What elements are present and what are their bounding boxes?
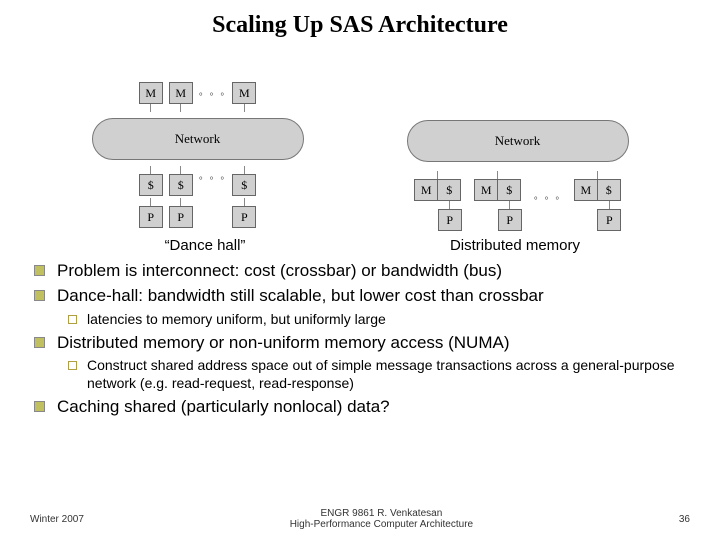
dots: ° ° ° [199, 92, 227, 103]
page-number: 36 [679, 514, 690, 525]
footer: Winter 2007 ENGR 9861 R. Venkatesan High… [30, 508, 690, 530]
network-oval: Network [407, 120, 629, 162]
footer-center-2: High-Performance Computer Architecture [84, 519, 679, 530]
m-box: M [139, 82, 163, 104]
diagram-label-left: “Dance hall” [65, 237, 345, 254]
diagram-area: M M ° ° ° M Network $ $ ° ° ° $ P P ° ° … [40, 49, 680, 231]
slide-title: Scaling Up SAS Architecture [30, 12, 690, 39]
sub-bullet-text: Construct shared address space out of si… [87, 357, 690, 392]
diagram-label-right: Distributed memory [375, 237, 655, 254]
m-box: M [414, 179, 438, 201]
footer-left: Winter 2007 [30, 514, 84, 525]
bullet-icon [34, 290, 45, 301]
p-box: P [139, 206, 163, 228]
bullet-icon [34, 265, 45, 276]
bullet-text: Problem is interconnect: cost (crossbar)… [57, 260, 502, 281]
diagram-dancehall: M M ° ° ° M Network $ $ ° ° ° $ P P ° ° … [92, 79, 304, 231]
m-box: M [169, 82, 193, 104]
sub-bullet-icon [68, 315, 77, 324]
sub-bullet-text: latencies to memory uniform, but uniform… [87, 311, 386, 329]
dots: ° ° ° [199, 176, 227, 187]
s-box: $ [437, 179, 461, 201]
p-box: P [232, 206, 256, 228]
p-box: P [169, 206, 193, 228]
dots: ° ° ° [534, 196, 562, 207]
s-box: $ [139, 174, 163, 196]
bullet-text: Distributed memory or non-uniform memory… [57, 332, 510, 353]
s-box: $ [232, 174, 256, 196]
bullet-icon [34, 337, 45, 348]
s-box: $ [497, 179, 521, 201]
network-oval: Network [92, 118, 304, 160]
footer-center-1: ENGR 9861 R. Venkatesan [84, 508, 679, 519]
bullet-text: Caching shared (particularly nonlocal) d… [57, 396, 390, 417]
s-box: $ [169, 174, 193, 196]
sub-bullet-icon [68, 361, 77, 370]
s-box: $ [597, 179, 621, 201]
p-box: P [498, 209, 522, 231]
diagram-distributed: Network M $ P M $ [407, 117, 629, 231]
m-box: M [474, 179, 498, 201]
bullet-list: Problem is interconnect: cost (crossbar)… [34, 260, 690, 418]
m-box: M [574, 179, 598, 201]
bullet-text: Dance-hall: bandwidth still scalable, bu… [57, 285, 544, 306]
bullet-icon [34, 401, 45, 412]
p-box: P [597, 209, 621, 231]
m-box: M [232, 82, 256, 104]
p-box: P [438, 209, 462, 231]
